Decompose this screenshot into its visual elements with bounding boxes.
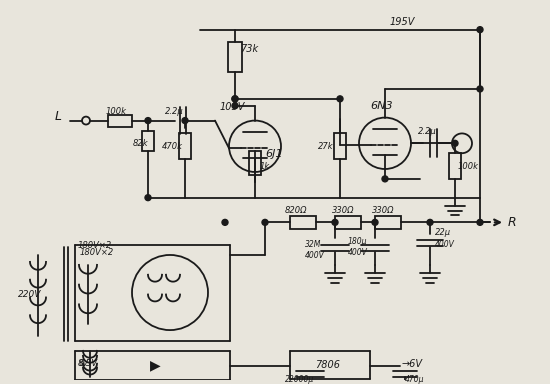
Text: 400V: 400V	[435, 240, 455, 248]
Text: ▶: ▶	[150, 359, 161, 372]
Text: 470k: 470k	[162, 142, 183, 151]
Text: 1k: 1k	[260, 162, 270, 170]
Text: 6J1: 6J1	[265, 149, 283, 159]
Bar	[335, 216, 361, 229]
Text: 7806: 7806	[315, 360, 340, 370]
Text: 73k: 73k	[240, 45, 258, 55]
Text: 6N3: 6N3	[370, 101, 393, 111]
Text: 27k: 27k	[318, 142, 334, 151]
Text: 6.3V: 6.3V	[78, 359, 97, 368]
Text: 82k: 82k	[133, 139, 148, 148]
Bar	[179, 133, 191, 159]
Text: 105V: 105V	[220, 102, 245, 112]
Text: 22000μ: 22000μ	[285, 375, 314, 384]
Bar	[249, 151, 261, 175]
Text: 180V×2: 180V×2	[80, 248, 114, 257]
Text: R: R	[508, 216, 516, 229]
Text: L: L	[55, 110, 62, 123]
Text: 195V: 195V	[390, 17, 415, 27]
Text: 2.2μ: 2.2μ	[418, 127, 437, 136]
Circle shape	[145, 118, 151, 124]
Circle shape	[232, 96, 238, 102]
Text: 22μ: 22μ	[435, 228, 451, 237]
Text: 330Ω: 330Ω	[372, 206, 394, 215]
Circle shape	[145, 195, 151, 200]
Circle shape	[427, 219, 433, 225]
Text: 8V: 8V	[78, 359, 89, 368]
Bar	[290, 216, 316, 229]
Bar	[108, 115, 132, 126]
Circle shape	[332, 219, 338, 225]
Circle shape	[477, 26, 483, 33]
Circle shape	[182, 118, 188, 124]
Text: 330Ω: 330Ω	[332, 206, 355, 215]
Text: →6V: →6V	[402, 359, 423, 369]
Text: 100k: 100k	[458, 162, 479, 170]
Circle shape	[452, 140, 458, 146]
Bar	[449, 153, 461, 179]
Text: 180μ
400V: 180μ 400V	[348, 237, 368, 257]
Text: 220V: 220V	[18, 290, 41, 299]
Text: 470μ: 470μ	[405, 375, 425, 384]
Text: 820Ω: 820Ω	[285, 206, 307, 215]
Text: 100k: 100k	[106, 107, 127, 116]
Bar	[375, 216, 401, 229]
Circle shape	[337, 96, 343, 102]
Circle shape	[232, 103, 238, 109]
Circle shape	[372, 219, 378, 225]
Circle shape	[232, 96, 238, 102]
Circle shape	[477, 219, 483, 225]
Circle shape	[222, 219, 228, 225]
Bar	[142, 131, 154, 151]
Circle shape	[262, 219, 268, 225]
Text: 32M
400V: 32M 400V	[305, 240, 325, 260]
Circle shape	[382, 176, 388, 182]
Bar	[228, 43, 242, 72]
Text: 180V×2: 180V×2	[78, 241, 112, 250]
Bar	[334, 133, 346, 159]
Text: 2.2μ: 2.2μ	[165, 107, 184, 116]
Circle shape	[477, 86, 483, 92]
